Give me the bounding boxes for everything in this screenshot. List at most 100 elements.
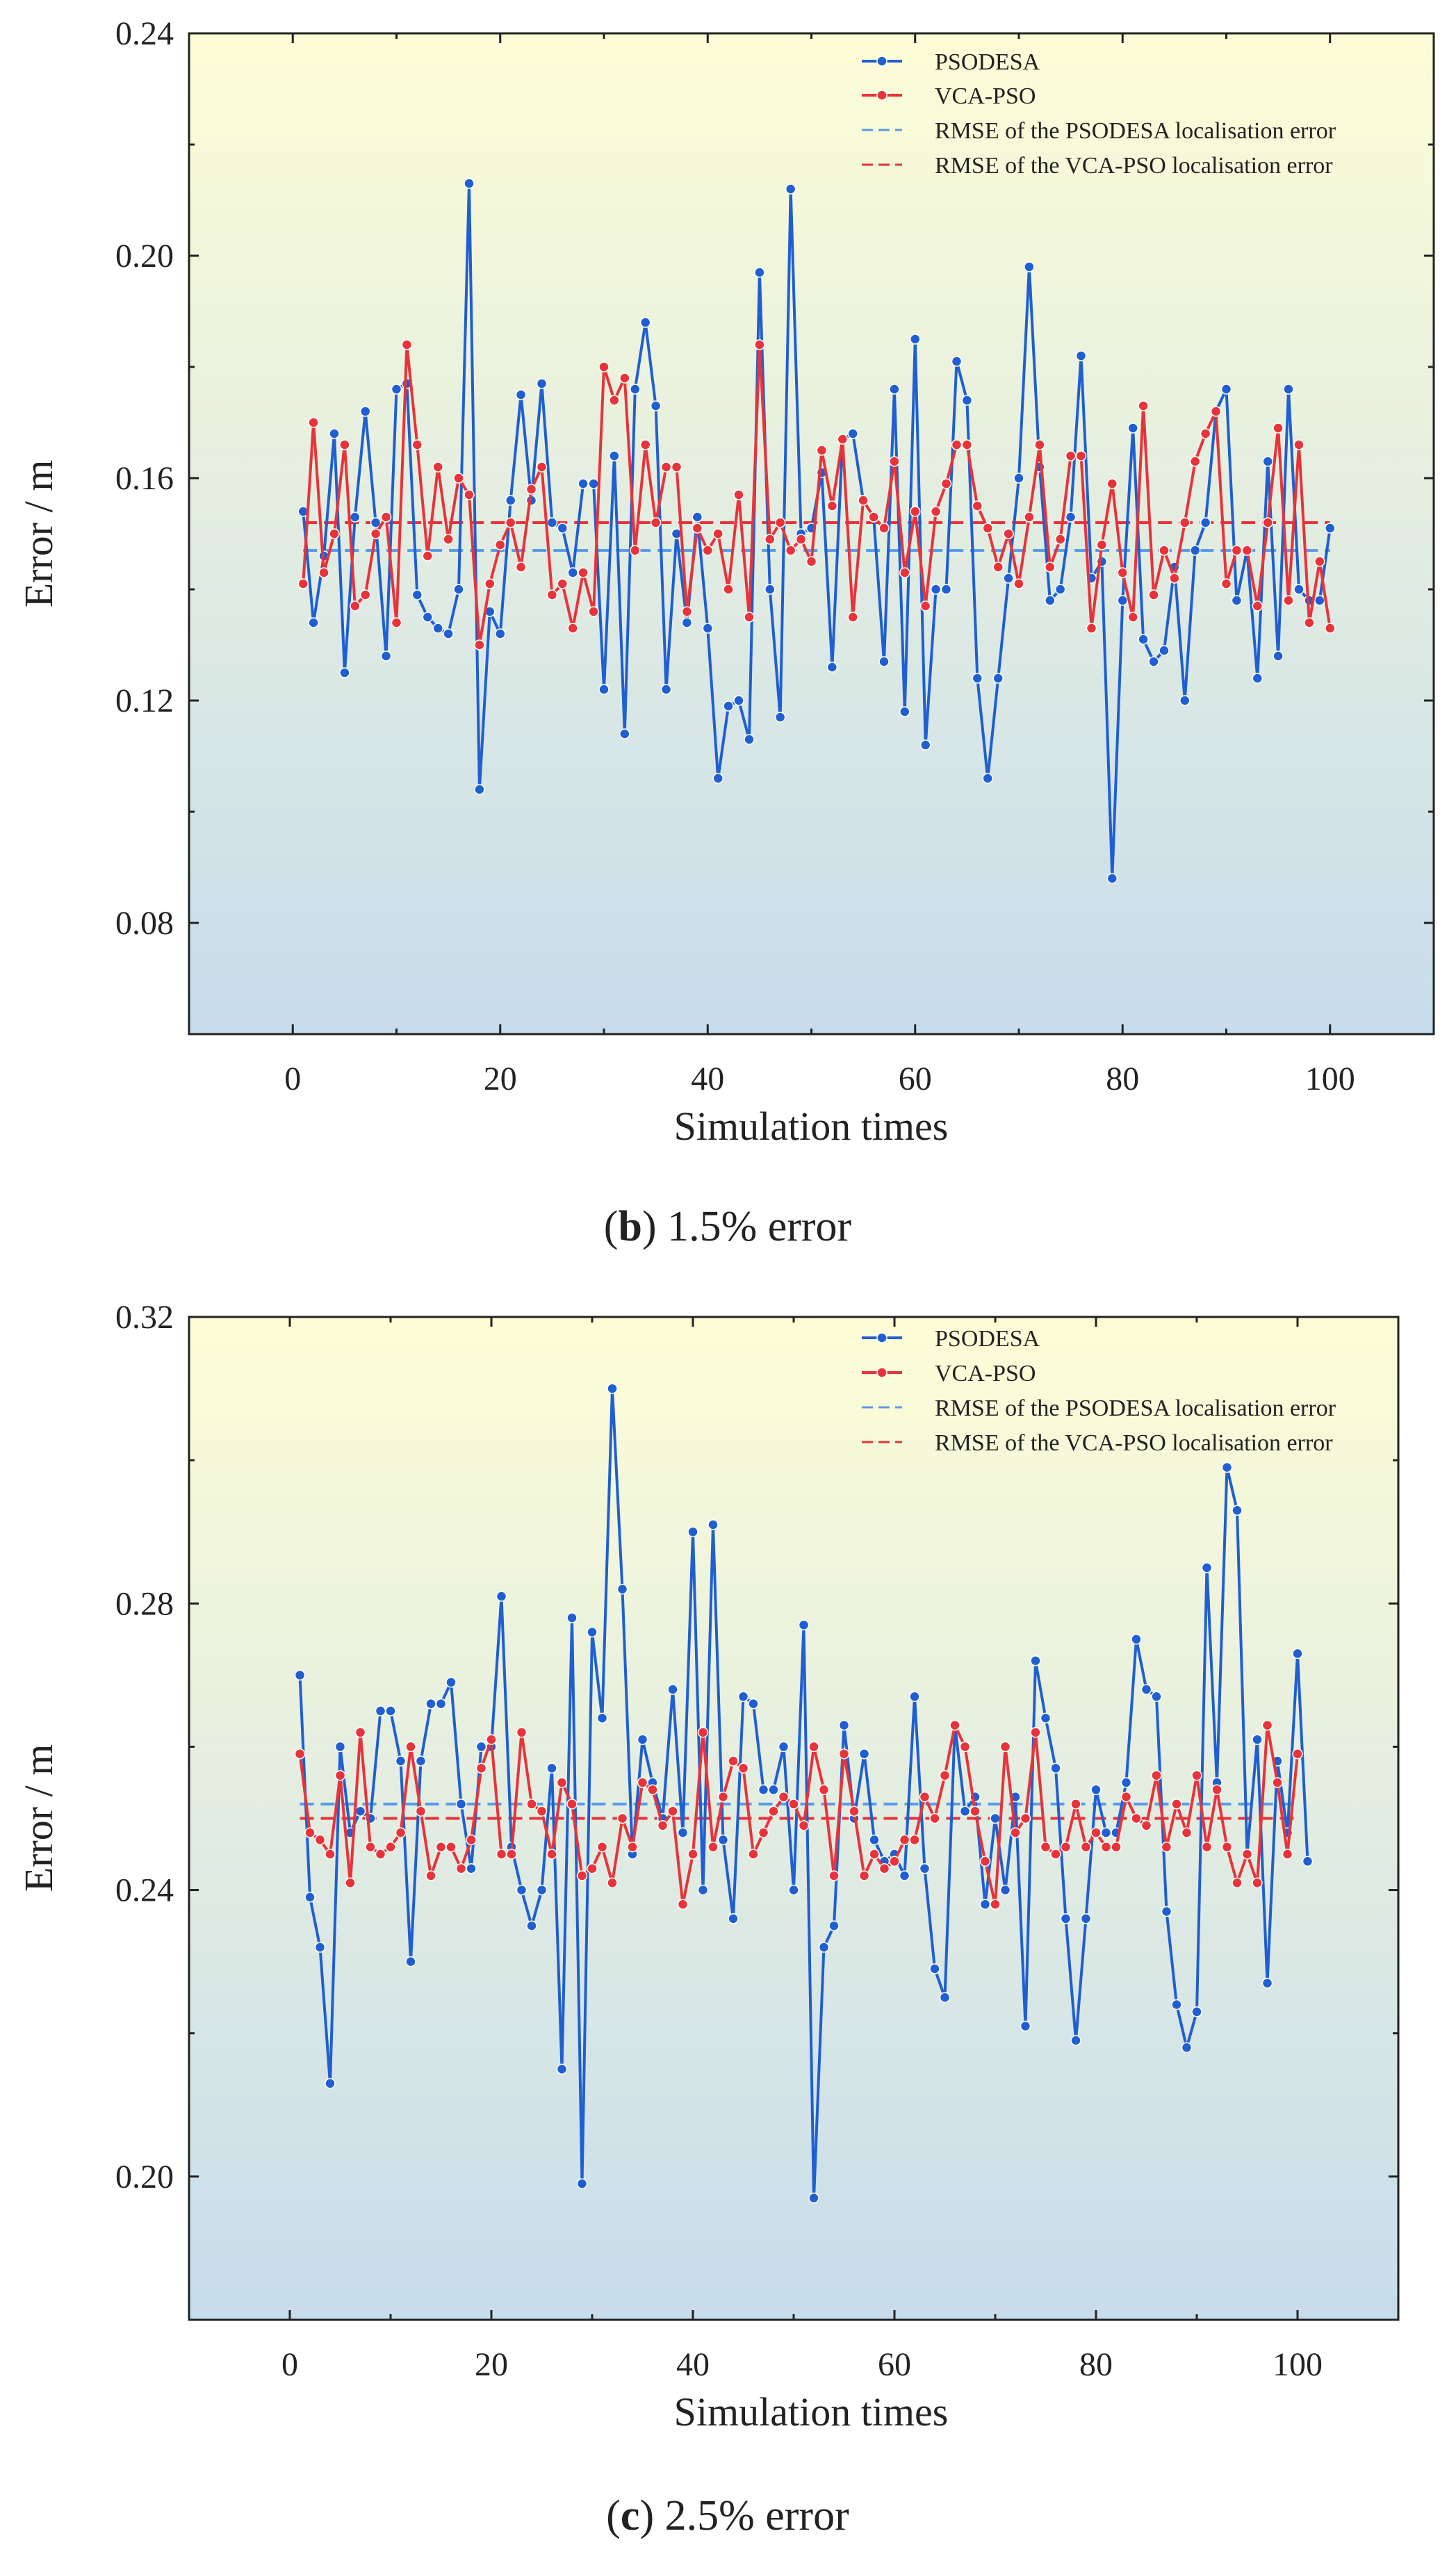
point-vca-pso-87-b xyxy=(1189,456,1201,467)
point-vca-pso-38-b xyxy=(681,606,693,617)
point-psodesa-70-c xyxy=(990,1812,1001,1824)
point-vca-pso-97-b xyxy=(1293,439,1304,450)
point-vca-pso-54-c xyxy=(828,1870,840,1881)
point-psodesa-86-c xyxy=(1151,1691,1162,1703)
point-vca-pso-92-b xyxy=(1241,545,1253,556)
point-vca-pso-80-b xyxy=(1117,567,1129,578)
point-psodesa-93-c xyxy=(1221,1462,1233,1473)
point-psodesa-81-c xyxy=(1100,1827,1112,1838)
point-psodesa-25-c xyxy=(536,1884,548,1896)
point-psodesa-23-c xyxy=(516,1884,527,1896)
point-psodesa-27-b xyxy=(567,567,578,578)
point-psodesa-20-b xyxy=(495,628,506,639)
point-psodesa-71-b xyxy=(1024,261,1035,272)
point-psodesa-26-b xyxy=(557,523,569,534)
point-psodesa-90-b xyxy=(1220,384,1232,395)
point-vca-pso-82-b xyxy=(1138,400,1149,411)
point-vca-pso-68-b xyxy=(992,562,1004,573)
point-psodesa-41-c xyxy=(697,1884,709,1896)
point-vca-pso-16-c xyxy=(445,1841,457,1853)
point-psodesa-43-c xyxy=(717,1834,729,1846)
point-psodesa-35-c xyxy=(637,1734,648,1745)
point-psodesa-64-b xyxy=(951,356,963,367)
point-vca-pso-36-b xyxy=(660,461,672,473)
point-vca-pso-39-b xyxy=(692,523,703,534)
point-vca-pso-7-c xyxy=(354,1727,366,1738)
point-vca-pso-3-b xyxy=(318,567,329,578)
point-vca-pso-30-c xyxy=(587,1863,598,1874)
point-vca-pso-59-b xyxy=(899,567,910,578)
y-tick-label-c: 0.20 xyxy=(115,2159,174,2195)
point-vca-pso-25-c xyxy=(536,1806,548,1817)
point-vca-pso-60-c xyxy=(889,1856,900,1867)
point-vca-pso-80-c xyxy=(1090,1827,1102,1838)
point-psodesa-22-b xyxy=(515,389,527,400)
point-vca-pso-26-c xyxy=(546,1849,557,1860)
point-vca-pso-99-b xyxy=(1314,556,1325,567)
point-vca-pso-84-c xyxy=(1131,1812,1142,1824)
caption-c: (c) 2.5% error xyxy=(606,2492,849,2539)
point-psodesa-19-c xyxy=(475,1741,487,1753)
point-psodesa-58-b xyxy=(889,384,900,395)
x-tick-label-c: 20 xyxy=(475,2346,508,2383)
y-tick-label-b: 0.08 xyxy=(115,905,174,942)
point-psodesa-63-c xyxy=(919,1863,931,1874)
point-psodesa-43-b xyxy=(733,695,744,706)
point-vca-pso-60-b xyxy=(910,506,921,517)
point-vca-pso-57-c xyxy=(858,1870,870,1881)
point-psodesa-97-c xyxy=(1261,1977,1273,1989)
point-vca-pso-79-c xyxy=(1080,1841,1092,1853)
point-vca-pso-6-c xyxy=(345,1877,356,1889)
point-psodesa-75-b xyxy=(1065,511,1077,523)
point-vca-pso-22-b xyxy=(515,562,527,573)
point-vca-pso-81-c xyxy=(1100,1841,1112,1853)
x-tick-label-c: 80 xyxy=(1079,2346,1113,2383)
point-psodesa-40-b xyxy=(702,623,714,634)
point-vca-pso-7-b xyxy=(359,589,371,600)
point-psodesa-65-b xyxy=(961,395,973,406)
point-vca-pso-52-b xyxy=(826,500,838,511)
point-psodesa-76-c xyxy=(1050,1762,1061,1774)
point-psodesa-14-c xyxy=(425,1698,436,1710)
legend-vca-label-c: VCA-PSO xyxy=(935,1361,1036,1386)
point-vca-pso-91-b xyxy=(1231,545,1243,556)
point-psodesa-54-b xyxy=(847,428,858,439)
point-psodesa-10-c xyxy=(385,1705,396,1717)
point-psodesa-69-c xyxy=(979,1899,991,1910)
point-vca-pso-56-b xyxy=(868,511,879,523)
point-psodesa-7-c xyxy=(354,1806,366,1817)
point-vca-pso-38-c xyxy=(667,1806,678,1817)
point-vca-pso-61-b xyxy=(919,600,931,612)
point-psodesa-54-c xyxy=(828,1920,840,1931)
point-psodesa-57-c xyxy=(858,1748,870,1760)
point-psodesa-95-b xyxy=(1273,650,1284,662)
point-vca-pso-63-c xyxy=(919,1791,931,1803)
point-vca-pso-32-c xyxy=(607,1877,618,1889)
point-vca-pso-46-b xyxy=(764,534,776,545)
point-vca-pso-23-b xyxy=(525,484,537,495)
legend-rmse-psodesa-label-b: RMSE of the PSODESA localisation error xyxy=(935,118,1336,144)
point-psodesa-86-b xyxy=(1179,695,1191,706)
point-psodesa-4-b xyxy=(329,428,340,439)
x-tick-label-c: 60 xyxy=(878,2346,911,2383)
point-psodesa-30-b xyxy=(598,684,610,695)
point-vca-pso-26-b xyxy=(557,578,569,589)
point-vca-pso-86-c xyxy=(1151,1769,1162,1781)
point-psodesa-39-c xyxy=(677,1827,689,1838)
caption-text-b: 1.5% error xyxy=(657,1203,852,1250)
point-vca-pso-21-b xyxy=(505,517,516,528)
point-vca-pso-34-c xyxy=(627,1841,638,1853)
point-vca-pso-45-c xyxy=(737,1762,749,1774)
point-vca-pso-1-c xyxy=(294,1748,306,1760)
point-vca-pso-24-b xyxy=(536,461,548,473)
point-psodesa-81-b xyxy=(1127,423,1138,434)
point-vca-pso-14-c xyxy=(425,1870,436,1881)
point-psodesa-73-b xyxy=(1045,595,1056,606)
point-vca-pso-53-c xyxy=(818,1784,830,1796)
y-axis-title-b: Error / m xyxy=(16,460,61,608)
point-vca-pso-36-c xyxy=(647,1784,658,1796)
point-psodesa-29-c xyxy=(576,2178,588,2189)
point-vca-pso-63-b xyxy=(940,478,952,489)
point-psodesa-39-b xyxy=(692,511,703,523)
point-psodesa-84-c xyxy=(1131,1634,1142,1645)
